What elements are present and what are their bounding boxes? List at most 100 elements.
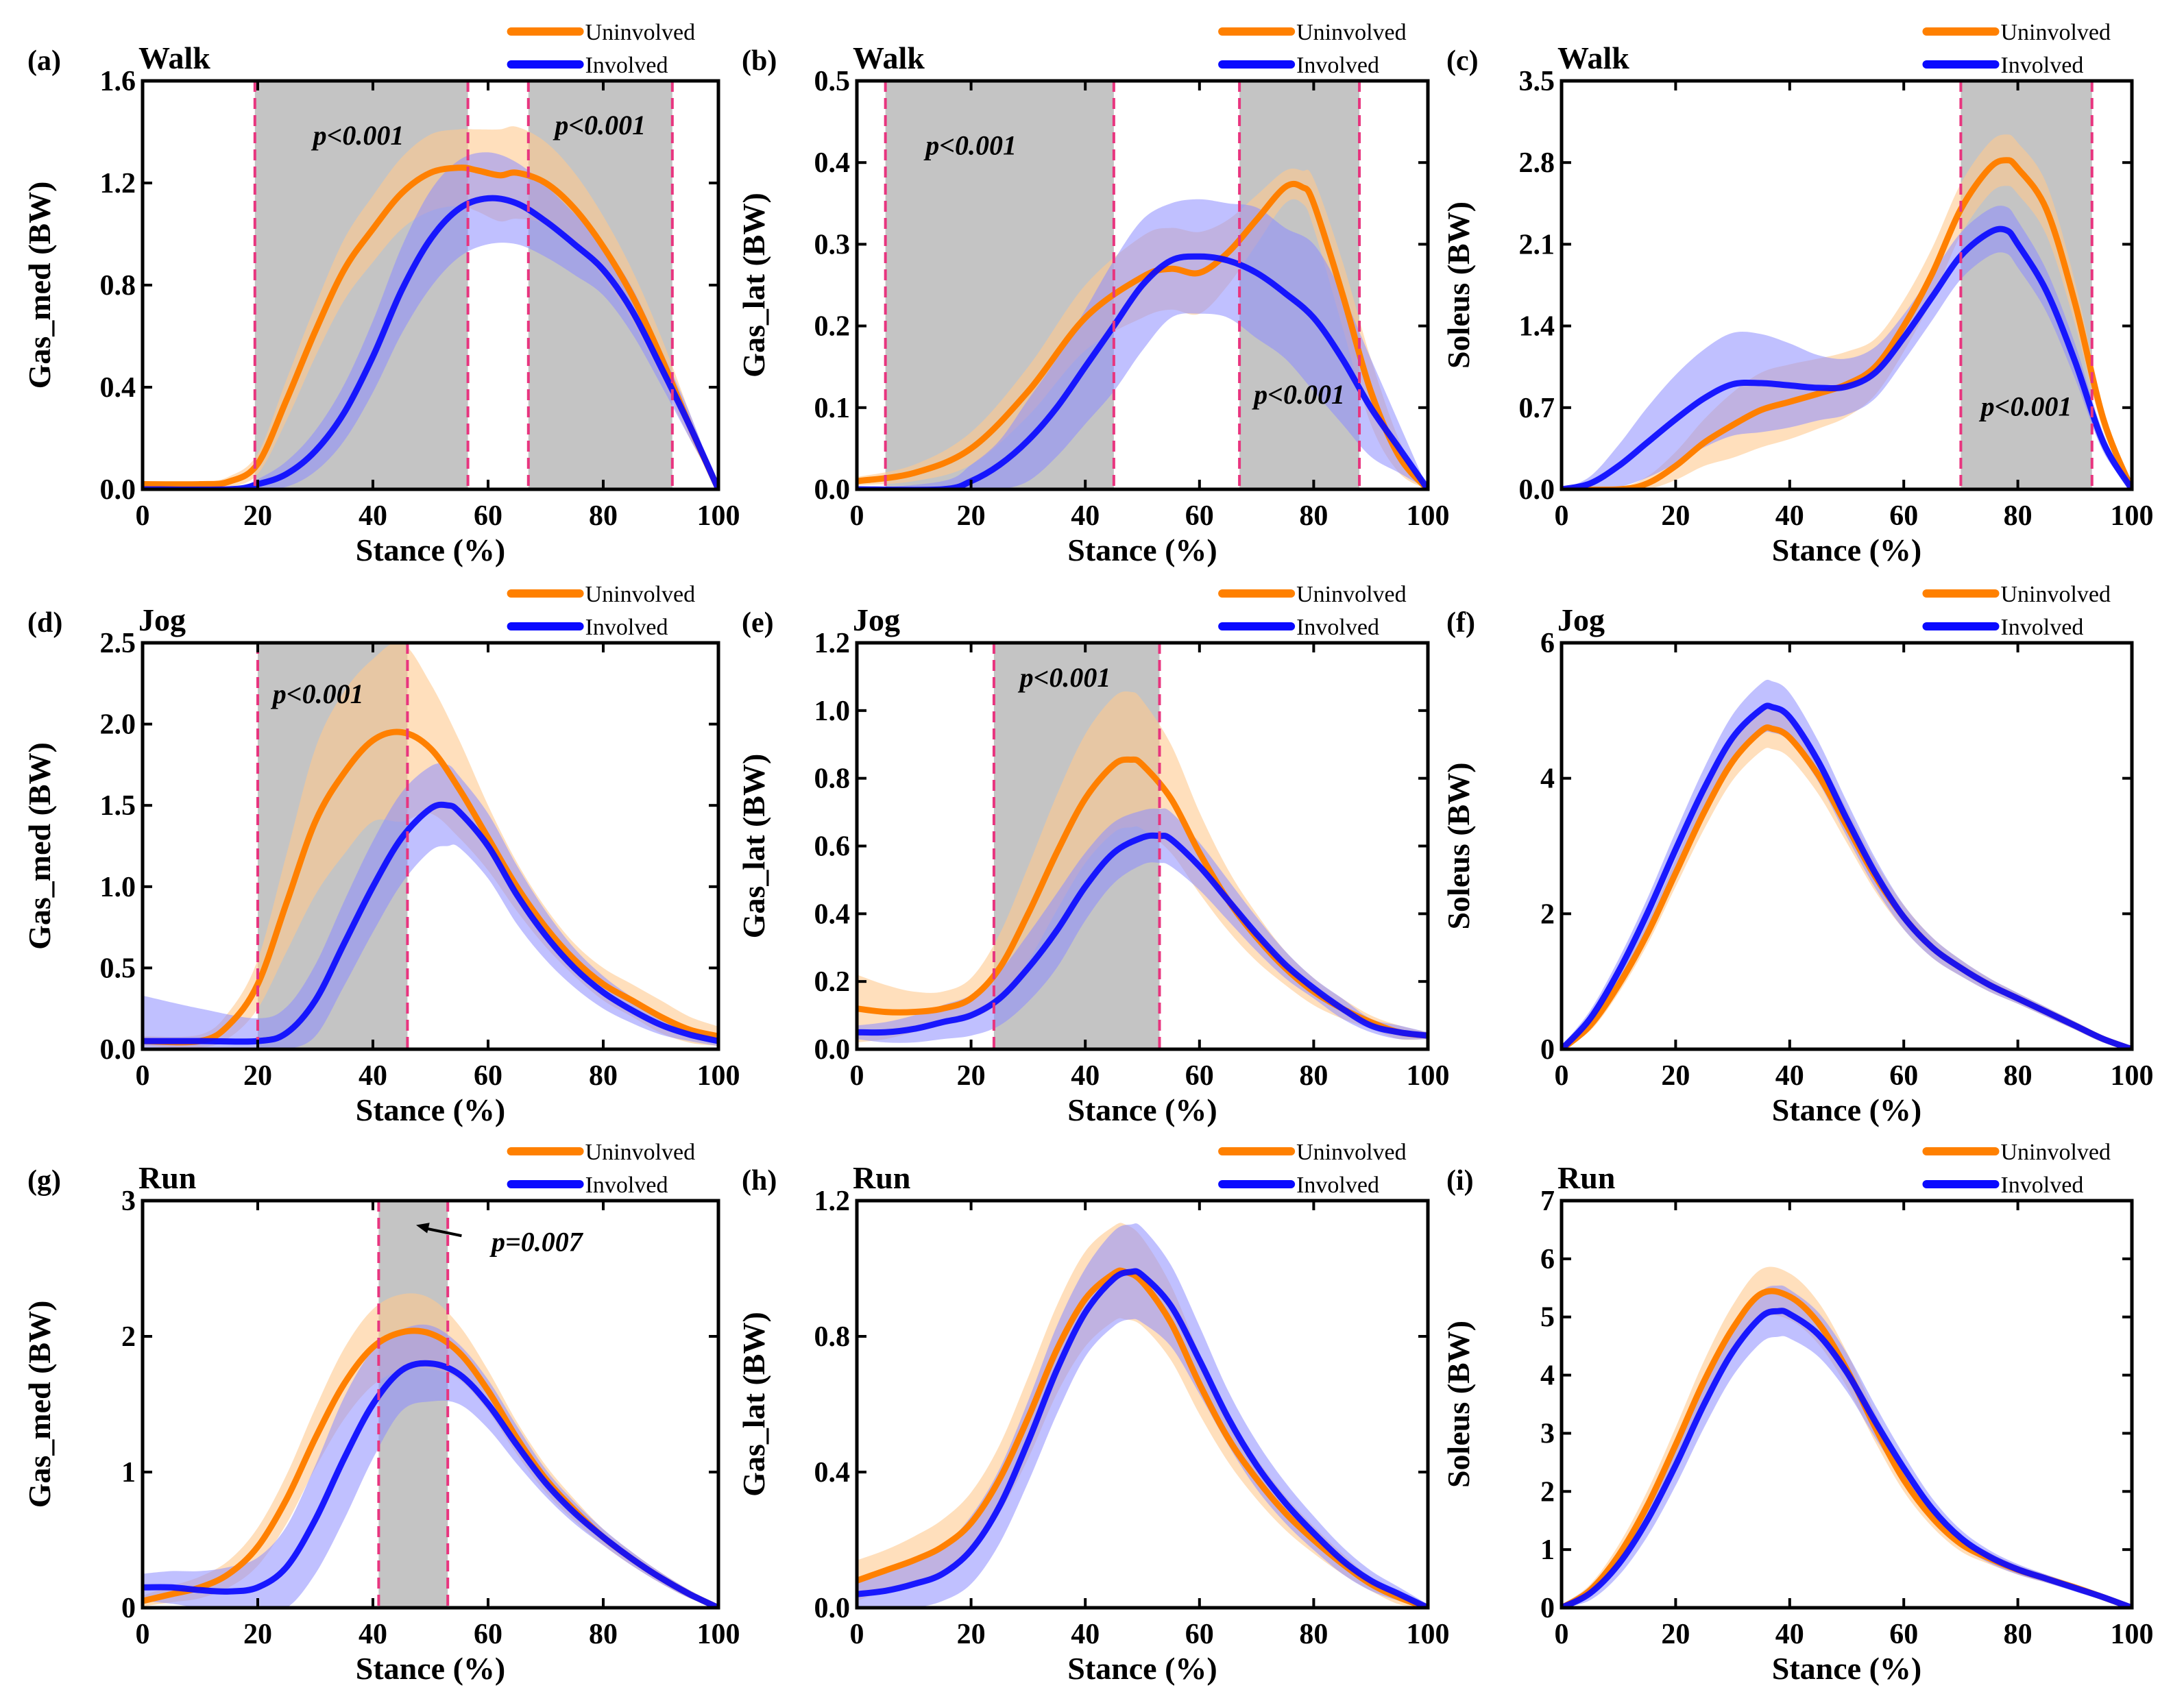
panel-letter: (g) <box>27 1165 61 1197</box>
x-tick-label: 60 <box>1185 1619 1214 1650</box>
y-axis-title: Soleus (BW) <box>1441 1321 1476 1488</box>
panel-a: 0 20 40 60 80 100 0.0 0.4 0.8 1.2 1.6 Stance (%) Gas… <box>22 20 740 567</box>
x-tick-label: 100 <box>2111 1619 2154 1650</box>
legend-label-uninvolved: Uninvolved <box>2000 20 2111 45</box>
p-value-annotation: p<0.001 <box>1018 662 1111 693</box>
x-tick-label: 100 <box>1407 1619 1450 1650</box>
plot-area <box>1562 1266 2132 1608</box>
uninvolved-series-line <box>143 164 718 489</box>
involved-sd-band <box>1562 679 2132 1049</box>
y-axis-title: Gas_med (BW) <box>22 182 57 389</box>
y-tick-label: 0.0 <box>814 1593 851 1624</box>
uninvolved-sd-band <box>857 168 1428 489</box>
legend-label-involved: Involved <box>2000 53 2083 78</box>
p-value-annotation: p<0.001 <box>271 678 364 709</box>
x-tick-label: 60 <box>474 1619 502 1650</box>
axes-frame <box>855 79 1430 491</box>
legend-label-involved: Involved <box>585 615 668 640</box>
x-tick-label: 20 <box>1661 1060 1690 1092</box>
legend-label-uninvolved: Uninvolved <box>2000 582 2111 607</box>
x-tick-label: 80 <box>2004 500 2033 532</box>
panel-letter: (i) <box>1446 1165 1474 1197</box>
uninvolved-series-line <box>143 728 718 1046</box>
involved-sd-band <box>143 1324 718 1608</box>
involved-sd-band <box>1562 1285 2132 1608</box>
x-tick-label: 60 <box>1889 500 1918 532</box>
x-tick-label: 0 <box>850 500 864 532</box>
x-tick-label: 80 <box>1299 500 1328 532</box>
plot-area <box>857 1223 1428 1608</box>
legend-label-uninvolved: Uninvolved <box>1296 20 1407 45</box>
activity-label: Walk <box>138 40 210 75</box>
x-tick-label: 80 <box>589 1619 618 1650</box>
y-tick-label: 1.4 <box>1519 311 1555 343</box>
x-tick-label: 80 <box>2004 1619 2033 1650</box>
panel-letter: (d) <box>27 607 62 639</box>
panel-g: 0 20 40 60 80 100 0 1 2 3 Stance (%) Gas_med (BW) (g… <box>22 1140 740 1686</box>
y-tick-label: 7 <box>1540 1186 1555 1217</box>
x-tick-label: 20 <box>243 1060 272 1092</box>
x-tick-label: 60 <box>1889 1619 1918 1650</box>
y-tick-label: 2 <box>1540 898 1555 930</box>
y-tick-label: 0.8 <box>814 1321 851 1353</box>
involved-series-line <box>857 1268 1428 1608</box>
activity-label: Walk <box>1557 40 1629 75</box>
y-tick-label: 4 <box>1540 763 1555 795</box>
y-tick-label: 1.2 <box>100 168 136 199</box>
axes-frame <box>1560 641 2134 1051</box>
annotation-arrow-line <box>422 1226 462 1238</box>
plot-area <box>143 1293 718 1608</box>
y-tick-label: 0.4 <box>814 1457 851 1488</box>
y-tick-label: 0.2 <box>814 311 851 343</box>
uninvolved-sd-band <box>1562 707 2132 1049</box>
y-axis-title: Gas_lat (BW) <box>736 193 771 378</box>
plot-area <box>1562 134 2132 489</box>
y-tick-label: 2 <box>1540 1476 1555 1508</box>
x-axis-title: Stance (%) <box>1067 532 1217 567</box>
x-tick-label: 20 <box>957 1619 986 1650</box>
x-tick-label: 100 <box>697 1060 740 1092</box>
x-tick-label: 60 <box>1185 500 1214 532</box>
y-tick-label: 1.2 <box>814 1186 851 1217</box>
uninvolved-series-line <box>1562 157 2132 489</box>
x-tick-label: 40 <box>359 500 387 532</box>
y-tick-label: 0.0 <box>814 474 851 506</box>
x-tick-label: 20 <box>957 1060 986 1092</box>
x-tick-label: 40 <box>359 1619 387 1650</box>
involved-series-line <box>857 253 1428 489</box>
x-tick-label: 80 <box>589 500 618 532</box>
plot-area <box>857 168 1428 489</box>
axes-frame <box>1560 79 2134 491</box>
y-tick-label: 0.0 <box>814 1034 851 1066</box>
y-tick-label: 2.5 <box>100 628 136 659</box>
y-tick-label: 2 <box>121 1321 136 1353</box>
p-value-annotation: p<0.001 <box>311 120 404 151</box>
plot-area <box>857 691 1428 1043</box>
y-tick-label: 0.7 <box>1519 393 1555 424</box>
y-tick-label: 3.5 <box>1519 66 1555 97</box>
plot-area <box>143 643 718 1049</box>
plot-area <box>143 126 718 489</box>
y-tick-label: 2.1 <box>1519 229 1555 260</box>
involved-series-line <box>857 832 1428 1039</box>
axes-frame <box>141 1199 720 1610</box>
x-tick-label: 0 <box>1555 1060 1569 1092</box>
y-tick-label: 0.6 <box>814 831 851 863</box>
x-axis-title: Stance (%) <box>356 1651 505 1686</box>
panel-letter: (b) <box>742 45 777 77</box>
panel-b: 0 20 40 60 80 100 0.0 0.1 0.2 0.3 0.4 0.5 Stance (%)… <box>736 20 1450 567</box>
x-tick-label: 0 <box>136 1060 150 1092</box>
x-axis-title: Stance (%) <box>1772 1092 1921 1127</box>
y-tick-label: 6 <box>1540 628 1555 659</box>
x-tick-label: 20 <box>243 500 272 532</box>
y-axis-title: Gas_med (BW) <box>22 742 57 950</box>
y-axis-title: Soleus (BW) <box>1441 762 1476 929</box>
y-axis-title: Gas_lat (BW) <box>736 754 771 939</box>
panel-d: 0 20 40 60 80 100 0.0 0.5 1.0 1.5 2.0 2.5 Stance (%)… <box>22 582 740 1127</box>
panel-letter: (c) <box>1446 45 1479 77</box>
p-value-annotation: p<0.001 <box>1979 391 2072 422</box>
y-tick-label: 1.2 <box>814 628 851 659</box>
activity-label: Jog <box>138 602 186 637</box>
x-tick-label: 100 <box>697 1619 740 1650</box>
